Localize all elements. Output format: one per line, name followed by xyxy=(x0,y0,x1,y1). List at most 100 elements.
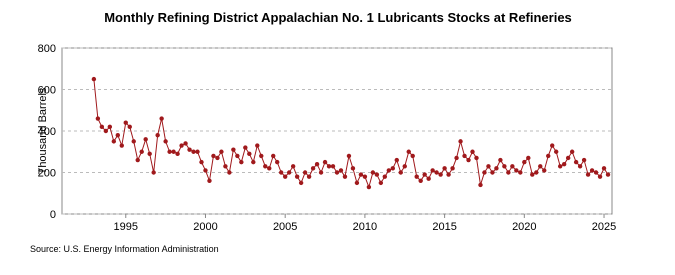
data-point xyxy=(135,157,140,163)
data-point xyxy=(605,172,611,177)
data-point xyxy=(418,178,423,183)
data-point xyxy=(219,149,224,154)
y-tick-label: 400 xyxy=(38,126,56,138)
data-point xyxy=(573,159,579,165)
data-point xyxy=(382,174,388,179)
data-point xyxy=(426,176,431,181)
data-point xyxy=(514,168,519,173)
data-point xyxy=(318,170,324,175)
x-tick-label: 2015 xyxy=(432,221,456,233)
data-point xyxy=(310,166,316,171)
data-point xyxy=(506,170,511,175)
data-point xyxy=(95,116,101,121)
data-point xyxy=(494,166,499,171)
data-point xyxy=(358,172,364,177)
data-point xyxy=(565,155,571,161)
data-point xyxy=(255,143,260,148)
data-point xyxy=(518,170,523,175)
data-point xyxy=(390,166,395,171)
data-point xyxy=(577,164,583,169)
data-point xyxy=(211,153,216,159)
data-point xyxy=(338,168,344,173)
data-point xyxy=(259,153,264,159)
data-point xyxy=(187,147,192,152)
data-point xyxy=(434,170,439,175)
data-point xyxy=(486,164,491,169)
data-point xyxy=(215,155,220,161)
data-point xyxy=(394,157,399,163)
data-point xyxy=(458,139,463,144)
data-point xyxy=(354,180,360,186)
data-point xyxy=(534,170,539,175)
data-point xyxy=(470,149,475,154)
data-point xyxy=(454,155,459,161)
data-point xyxy=(103,128,109,134)
data-point xyxy=(414,174,419,179)
chart-title: Monthly Refining District Appalachian No… xyxy=(104,10,572,25)
data-point xyxy=(370,170,376,175)
data-point xyxy=(538,164,543,169)
data-point xyxy=(199,159,204,165)
plot-area xyxy=(61,47,613,215)
data-point xyxy=(522,159,527,165)
data-point xyxy=(275,159,280,165)
data-point xyxy=(302,170,308,175)
data-point xyxy=(366,184,372,190)
data-point xyxy=(482,170,487,175)
x-tick-label: 2020 xyxy=(512,221,536,233)
data-point xyxy=(282,174,288,179)
data-point xyxy=(530,172,535,177)
data-point xyxy=(322,159,328,165)
data-point xyxy=(557,164,563,169)
data-point xyxy=(298,180,304,186)
data-point xyxy=(561,162,567,167)
data-point xyxy=(139,149,144,154)
data-point xyxy=(585,172,591,177)
x-tick-label: 2010 xyxy=(353,221,377,233)
source-note: Source: U.S. Energy Information Administ… xyxy=(30,244,219,254)
data-point xyxy=(107,124,113,130)
data-point xyxy=(350,166,356,171)
data-point xyxy=(386,168,392,173)
data-point xyxy=(466,157,471,163)
data-point xyxy=(462,153,467,159)
data-point xyxy=(115,132,120,138)
data-point xyxy=(167,149,172,154)
y-tick-label: 200 xyxy=(38,168,56,180)
data-point xyxy=(330,164,336,169)
data-point xyxy=(239,159,244,165)
data-point xyxy=(227,170,232,175)
data-point xyxy=(374,172,380,177)
data-point xyxy=(554,149,559,154)
data-point xyxy=(402,164,407,169)
data-point xyxy=(362,174,368,179)
data-point xyxy=(378,180,384,186)
data-point xyxy=(442,166,447,171)
data-point xyxy=(597,174,603,179)
data-point xyxy=(294,174,300,179)
data-point xyxy=(111,139,117,144)
data-point xyxy=(191,149,196,154)
data-point xyxy=(151,170,156,175)
data-point xyxy=(207,178,212,183)
data-point xyxy=(581,157,587,163)
data-point xyxy=(147,151,152,157)
series-line xyxy=(93,79,609,189)
data-point xyxy=(143,137,148,142)
data-point xyxy=(123,120,128,125)
y-tick-label: 600 xyxy=(38,85,56,97)
data-point xyxy=(279,170,284,175)
data-point xyxy=(223,164,228,169)
y-tick-label: 0 xyxy=(50,209,56,221)
data-point xyxy=(502,164,507,169)
x-tick-label: 1995 xyxy=(114,221,138,233)
data-point xyxy=(498,157,503,163)
data-point xyxy=(175,151,180,157)
data-point xyxy=(131,139,136,144)
data-point xyxy=(601,166,607,171)
data-point xyxy=(163,139,168,144)
data-point xyxy=(263,164,268,169)
data-point xyxy=(334,170,340,175)
